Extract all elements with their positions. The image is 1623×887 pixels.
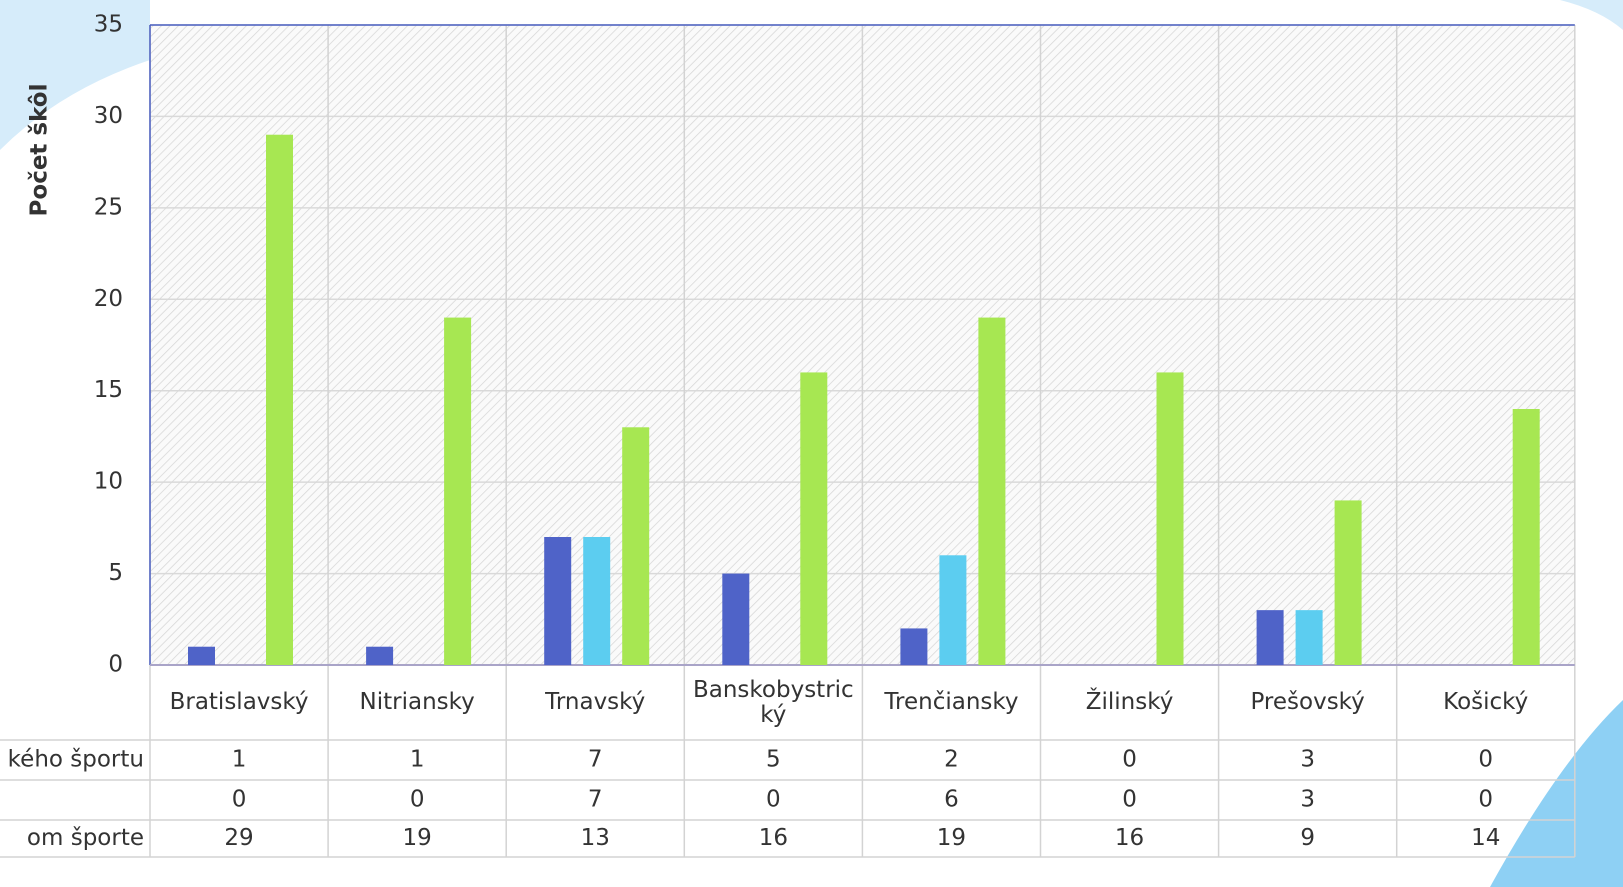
- y-tick-label: 10: [94, 469, 123, 495]
- decor: [1490, 700, 1623, 887]
- bar: [366, 646, 394, 665]
- table-value: 9: [1300, 825, 1315, 851]
- table-value: 19: [937, 825, 966, 851]
- table-value: 6: [944, 787, 959, 813]
- x-tick-label-box: Nitriansky: [359, 689, 475, 716]
- bar: [583, 537, 611, 665]
- table-value: 0: [766, 787, 781, 813]
- bar: [900, 628, 928, 665]
- bar: [622, 427, 650, 665]
- y-tick-label: 15: [94, 377, 123, 403]
- table-value: 1: [410, 747, 425, 773]
- table-value: 29: [224, 825, 253, 851]
- y-tick-label: 30: [94, 103, 123, 129]
- bar: [939, 555, 967, 665]
- bar: [1256, 610, 1284, 665]
- decor: [0, 0, 150, 150]
- table-value: 7: [588, 787, 603, 813]
- y-tick-label: 25: [94, 194, 123, 220]
- x-tick-label: Košický: [1443, 689, 1529, 716]
- table-value: 0: [1478, 787, 1493, 813]
- table-value: 16: [759, 825, 788, 851]
- table-value: 3: [1300, 747, 1315, 773]
- bar: [266, 134, 293, 665]
- y-tick-label: 5: [108, 560, 123, 586]
- x-tick-label-box: Žilinský: [1085, 689, 1174, 716]
- legend-label: om športe: [27, 825, 144, 851]
- bar: [1295, 610, 1323, 665]
- table-value: 0: [410, 787, 425, 813]
- table-value: 2: [944, 747, 959, 773]
- legend-label: kého športu: [8, 747, 144, 773]
- bar: [544, 537, 572, 665]
- y-axis-label: Počet škôl: [27, 84, 53, 217]
- x-tick-label-box: Trenčiansky: [884, 689, 1019, 716]
- x-tick-label: Bratislavský: [169, 689, 309, 716]
- table-value: 0: [232, 787, 247, 813]
- table-value: 3: [1300, 787, 1315, 813]
- y-tick-label: 35: [94, 12, 123, 38]
- bar: [800, 372, 828, 665]
- table-value: 14: [1471, 825, 1500, 851]
- table-value: 16: [1115, 825, 1144, 851]
- x-tick-label-box: Banskobystrický: [692, 677, 854, 728]
- bar: [1156, 372, 1184, 665]
- y-tick-label: 20: [94, 286, 123, 312]
- y-tick-label: 0: [108, 652, 123, 678]
- decor: [1560, 0, 1623, 30]
- x-tick-label: Prešovský: [1250, 689, 1365, 716]
- bar: [722, 573, 750, 665]
- table-value: 7: [588, 747, 603, 773]
- table-value: 0: [1478, 747, 1493, 773]
- bar: [978, 317, 1006, 665]
- x-tick-label-box: Bratislavský: [169, 689, 309, 716]
- bar: [444, 317, 472, 665]
- x-tick-label: Trenčiansky: [884, 689, 1019, 716]
- x-tick-label: Trnavský: [545, 689, 646, 716]
- table-value: 5: [766, 747, 781, 773]
- x-tick-label: Žilinský: [1085, 689, 1174, 716]
- bar: [1512, 409, 1540, 665]
- table-value: 1: [232, 747, 247, 773]
- x-tick-label: Banskobystrický: [692, 677, 854, 728]
- table-value: 13: [581, 825, 610, 851]
- bar: [1334, 500, 1362, 665]
- table-value: 0: [1122, 747, 1137, 773]
- bar: [188, 646, 215, 665]
- x-tick-label-box: Trnavský: [545, 689, 646, 716]
- x-tick-label: Nitriansky: [359, 689, 475, 716]
- x-tick-label-box: Košický: [1443, 689, 1529, 716]
- table-value: 19: [403, 825, 432, 851]
- table-value: 0: [1122, 787, 1137, 813]
- x-tick-label-box: Prešovský: [1250, 689, 1365, 716]
